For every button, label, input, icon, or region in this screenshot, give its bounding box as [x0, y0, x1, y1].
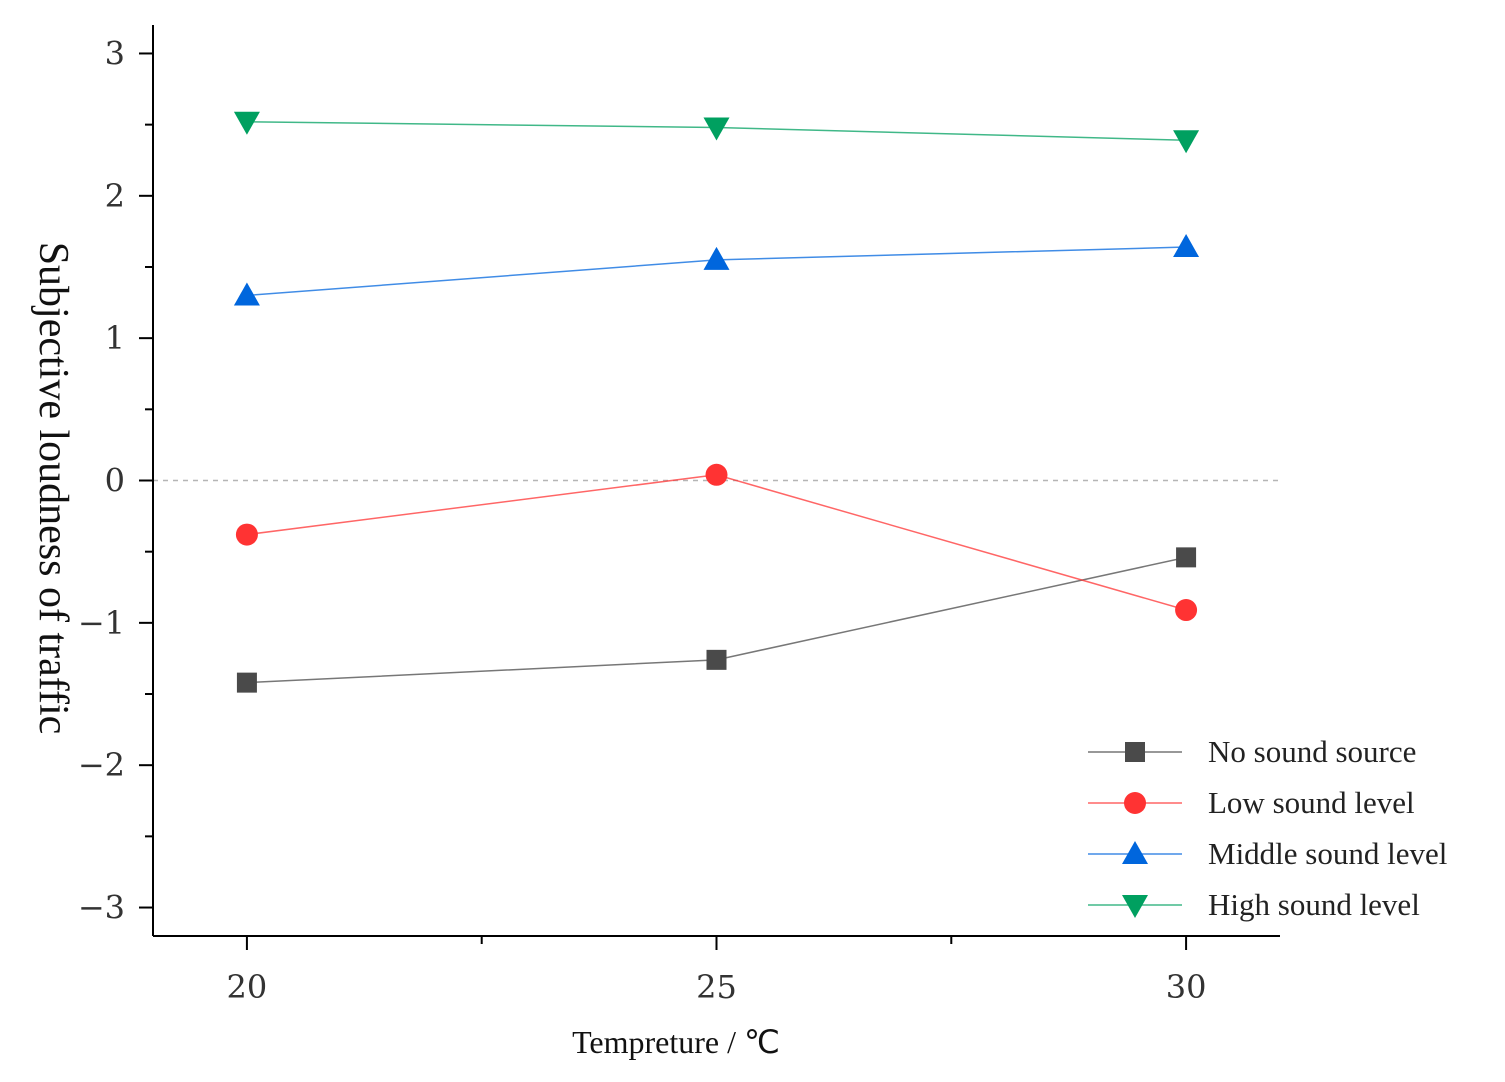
middle-sound-level-point: [1173, 234, 1200, 258]
legend-label: Middle sound level: [1208, 836, 1447, 871]
low-sound-level-point: [1175, 599, 1198, 622]
legend-swatch-marker: [1122, 895, 1148, 918]
legend: No sound source Low sound level Middle sou…: [1088, 734, 1447, 922]
low-sound-level-point: [235, 523, 258, 546]
legend-item-low-sound-level: Low sound level: [1088, 785, 1415, 820]
low-sound-level-line: [246, 474, 1187, 611]
legend-item-middle-sound-level: Middle sound level: [1088, 836, 1447, 871]
legend-label: No sound source: [1208, 734, 1416, 769]
legend-label: High sound level: [1208, 887, 1420, 922]
middle-sound-level-point: [233, 282, 260, 306]
axes: −3 −2 −1 0 1 2 3 20 25 30: [78, 25, 1280, 1006]
x-tick-label: 30: [1166, 968, 1207, 1006]
no-sound-source-point: [236, 672, 257, 693]
y-tick-label: 0: [105, 462, 125, 500]
y-tick-label: −2: [78, 746, 125, 784]
y-tick-label: 3: [105, 34, 125, 72]
x-axis-title: Tempreture / ℃: [572, 1024, 780, 1060]
y-tick-label: 2: [105, 177, 125, 215]
x-tick-label: 25: [696, 968, 737, 1006]
y-axis-title: Subjective loudness of traffic: [30, 242, 76, 735]
series-no-sound-source: [236, 547, 1197, 693]
series-high-sound-level: [233, 111, 1200, 154]
series-layer: [233, 111, 1200, 693]
high-sound-level-point: [233, 111, 260, 135]
y-tick-label: 1: [105, 319, 125, 357]
legend-swatch-marker: [1124, 792, 1146, 814]
no-sound-source-point: [1176, 547, 1197, 568]
legend-swatch-marker: [1122, 841, 1148, 864]
series-middle-sound-level: [233, 234, 1200, 306]
y-tick-label: −1: [78, 604, 125, 642]
legend-swatch-marker: [1125, 742, 1145, 762]
legend-label: Low sound level: [1208, 785, 1415, 820]
low-sound-level-point: [705, 463, 728, 486]
y-tick-label: −3: [78, 889, 125, 927]
middle-sound-level-point: [703, 246, 730, 270]
no-sound-source-point: [706, 649, 727, 670]
high-sound-level-point: [1173, 130, 1200, 154]
x-tick-label: 20: [227, 968, 268, 1006]
series-low-sound-level: [235, 463, 1198, 622]
legend-item-high-sound-level: High sound level: [1088, 887, 1420, 922]
high-sound-level-point: [703, 117, 730, 141]
legend-item-no-sound-source: No sound source: [1088, 734, 1416, 769]
